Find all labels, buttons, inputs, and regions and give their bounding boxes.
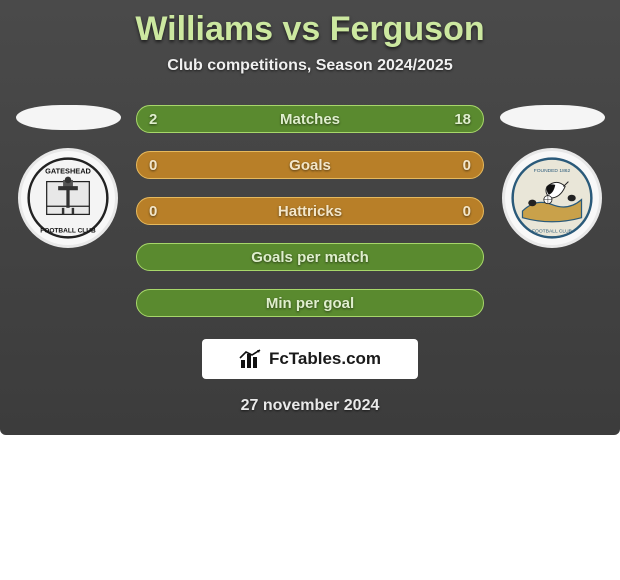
bar-chart-icon: [239, 348, 263, 370]
stat-label: Goals per match: [189, 249, 431, 266]
player-right-column: FOUNDED 1862 FOOTBALL CLUB: [492, 105, 612, 248]
stat-bar: 0 Hattricks 0: [136, 197, 484, 225]
svg-text:FOOTBALL CLUB: FOOTBALL CLUB: [40, 227, 96, 234]
stat-bar: 0 Goals 0: [136, 151, 484, 179]
stat-label: Goals: [189, 157, 431, 174]
comparison-card: Williams vs Ferguson Club competitions, …: [0, 0, 620, 435]
source-logo[interactable]: FcTables.com: [202, 339, 418, 379]
source-logo-text: FcTables.com: [269, 349, 381, 369]
club-crest-left: GATESHEAD FOOTBALL CLUB: [18, 148, 118, 248]
snapshot-date: 27 november 2024: [0, 397, 620, 415]
notts-county-crest-icon: FOUNDED 1862 FOOTBALL CLUB: [511, 157, 593, 239]
svg-text:FOUNDED 1862: FOUNDED 1862: [534, 168, 571, 174]
subtitle: Club competitions, Season 2024/2025: [0, 57, 620, 75]
player-right-placeholder: [500, 105, 605, 130]
club-crest-right: FOUNDED 1862 FOOTBALL CLUB: [502, 148, 602, 248]
stat-label: Min per goal: [189, 295, 431, 312]
stat-right-value: 0: [431, 203, 471, 220]
stat-right-value: 18: [431, 111, 471, 128]
svg-text:GATESHEAD: GATESHEAD: [45, 166, 91, 175]
content-row: GATESHEAD FOOTBALL CLUB 2 Matches 18: [0, 105, 620, 317]
stat-right-value: 0: [431, 157, 471, 174]
gateshead-crest-icon: GATESHEAD FOOTBALL CLUB: [27, 157, 109, 239]
stat-left-value: 2: [149, 111, 189, 128]
stat-bar: Min per goal: [136, 289, 484, 317]
stat-left-value: 0: [149, 157, 189, 174]
stat-bar: Goals per match: [136, 243, 484, 271]
stat-bars: 2 Matches 18 0 Goals 0 0 Hattricks 0 Goa…: [128, 105, 492, 317]
stat-bar: 2 Matches 18: [136, 105, 484, 133]
stat-left-value: 0: [149, 203, 189, 220]
svg-text:FOOTBALL CLUB: FOOTBALL CLUB: [532, 228, 573, 234]
stat-label: Hattricks: [189, 203, 431, 220]
player-left-column: GATESHEAD FOOTBALL CLUB: [8, 105, 128, 248]
stat-label: Matches: [189, 111, 431, 128]
page-title: Williams vs Ferguson: [0, 10, 620, 49]
player-left-placeholder: [16, 105, 121, 130]
